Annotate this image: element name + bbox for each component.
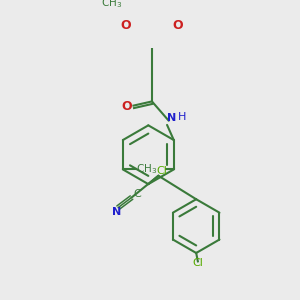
Text: Cl: Cl <box>192 258 203 268</box>
Text: O: O <box>121 19 131 32</box>
Text: O: O <box>173 19 183 32</box>
Text: N: N <box>112 207 121 217</box>
Text: CH$_3$: CH$_3$ <box>101 0 122 10</box>
Text: H: H <box>178 112 186 122</box>
Text: Cl: Cl <box>157 166 167 176</box>
Text: N: N <box>167 113 177 123</box>
Text: CH$_3$: CH$_3$ <box>136 163 157 176</box>
Text: C: C <box>134 189 141 199</box>
Text: O: O <box>122 100 132 113</box>
